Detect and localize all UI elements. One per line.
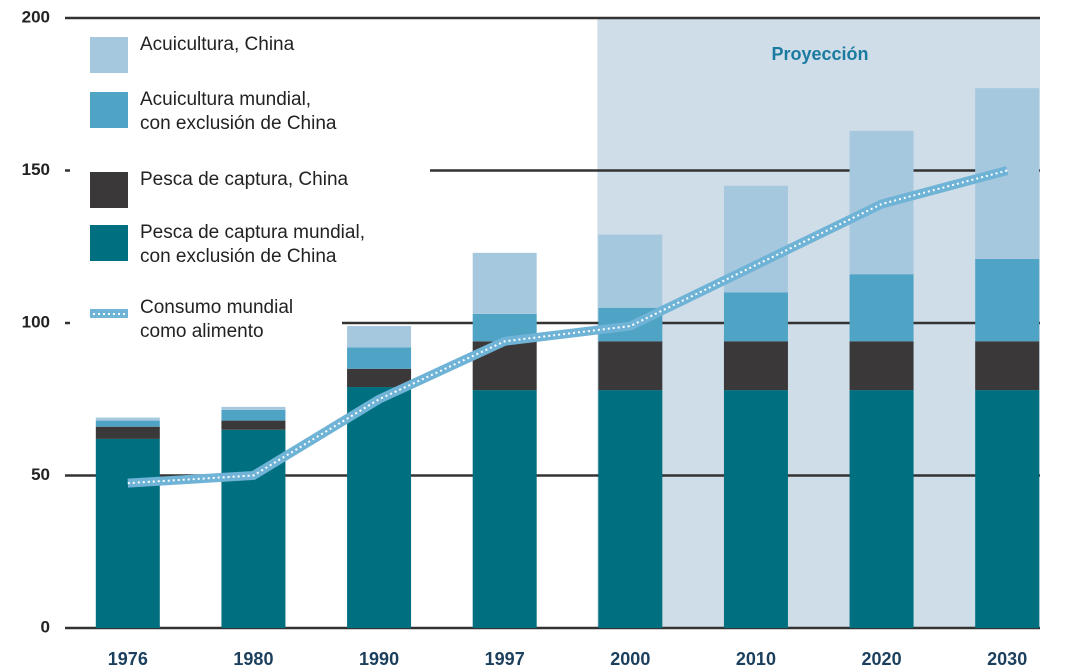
legend-label: Pesca de captura mundial, con exclusión … [140,222,365,267]
bar-segment [723,341,788,391]
bar-segment [975,258,1040,342]
bar-segment [95,417,160,421]
consumption-line-dots [127,169,1008,485]
legend-swatch [90,225,128,261]
bar-segment [472,390,537,628]
x-tick-label: 2000 [610,649,650,669]
x-tick-label: 2030 [987,649,1027,669]
legend-swatch [90,309,128,318]
bar-segment [598,390,663,628]
bar-segment [95,420,160,427]
x-tick-label: 1980 [233,649,273,669]
y-tick-label: 150 [22,160,50,179]
bar-segment [849,274,914,342]
bar-segment [221,409,286,421]
legend-background [70,290,342,362]
bar-segment [472,252,537,314]
x-tick-label: 1990 [359,649,399,669]
legend-background [70,24,430,302]
bar-segment [849,390,914,628]
y-tick-label: 100 [22,312,50,331]
bar-segment [347,368,412,388]
bar-segment [95,438,160,628]
x-tick-label: 1997 [485,649,525,669]
y-tick-label: 0 [41,617,50,636]
projection-label: Proyección [771,44,868,64]
legend-label: Acuicultura mundial, con exclusión de Ch… [140,89,337,134]
x-tick-label: 2020 [862,649,902,669]
bar-segment [221,420,286,430]
bar-segment [347,326,412,348]
legend-label: Consumo mundial como alimento [140,297,294,342]
legend-label: Pesca de captura, China [140,169,349,190]
bar-segment [95,426,160,439]
bar-segment [347,347,412,369]
bar-segment [598,234,663,308]
x-tick-label: 1976 [108,649,148,669]
x-tick-label: 2010 [736,649,776,669]
bar-segment [975,390,1040,628]
bar-segment [975,341,1040,391]
bar-segment [347,387,412,628]
y-tick-label: 200 [22,7,50,26]
legend-swatch [90,37,128,73]
bar-segment [723,292,788,342]
legend-swatch [90,92,128,128]
bar-segment [723,390,788,628]
bar-segment [849,341,914,391]
legend-swatch [90,172,128,208]
legend-label: Acuicultura, China [140,34,295,55]
bar-segment [598,341,663,391]
y-tick-label: 50 [31,465,50,484]
bar-segment [221,406,286,410]
